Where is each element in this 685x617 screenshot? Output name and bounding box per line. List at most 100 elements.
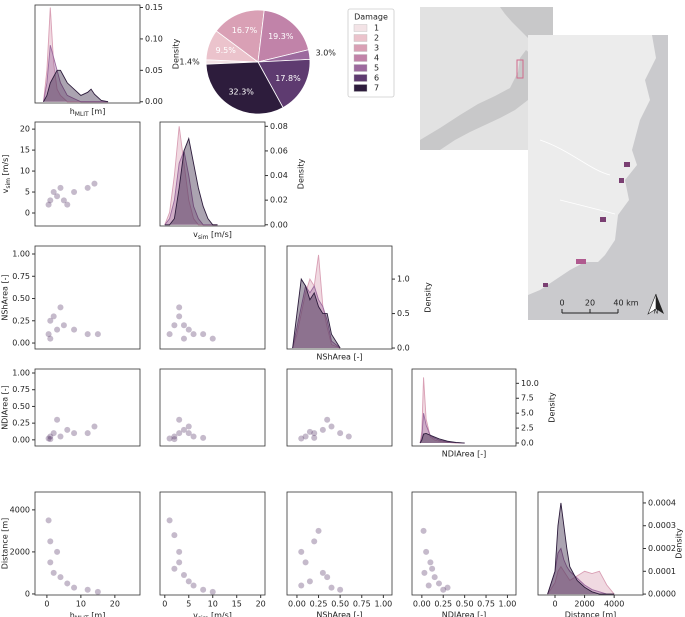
point [171,322,178,329]
y-tick-label: 0.08 [270,122,288,131]
x-tick-label: 0.00 [413,600,431,609]
y-axis-label: Density [675,528,684,559]
point [427,559,434,566]
legend-box [347,8,395,98]
y-tick-label: 0.0002 [648,544,676,553]
y-tick-label: 0.04 [270,171,288,180]
density-area [43,45,109,103]
x-tick-label: 1.00 [499,600,517,609]
point [306,428,313,435]
point [420,527,427,534]
point [176,416,183,423]
plot-area [298,527,344,593]
point [298,435,305,442]
x-tick-label: 0.75 [353,600,371,609]
y-tick-label: 0.00 [145,97,163,106]
x-tick-label: 0.50 [456,600,474,609]
point [84,331,91,338]
north-label: N [654,309,659,316]
x-axis-label: NDIArea [-] [442,450,487,459]
point [45,517,52,524]
point [91,180,98,187]
point [324,574,331,581]
y-axis-label: Density [297,159,306,190]
point [47,436,54,443]
point [431,574,438,581]
point [429,565,436,572]
density-area [164,149,218,226]
x-tick-label: 0 [552,600,557,609]
x-axis-label-part: [m/s] [208,611,231,617]
point [176,313,183,320]
point [176,304,183,311]
legend-swatch [353,34,368,42]
y-tick-label: 0.50 [12,294,30,303]
y-tick-label: 0.50 [12,402,30,411]
density-area [43,69,109,103]
plot-area [45,304,101,342]
x-tick-label: 0 [162,600,167,609]
point [54,416,61,423]
map: 0 20 40 km N [528,35,668,320]
x-axis-label: Distance [m] [565,611,617,617]
point [200,434,207,441]
x-tick-label: 10 [76,600,86,609]
x-tick-label: 0.00 [288,600,306,609]
y-tick-label: 20 [20,125,30,134]
pie-slice [215,9,265,63]
y-tick-label: 1.00 [12,250,30,259]
panel-frame [34,121,141,227]
y-axis-label-part: sim [5,178,12,189]
pie-label: 17.8% [275,74,301,83]
point [315,527,322,534]
x-tick-label: 15 [232,600,242,609]
x-axis-label: vsim [m/s] [193,611,232,617]
panel-frame [159,491,266,596]
x-axis-label-part: [m/s] [208,230,231,239]
x-axis-label: NShArea [-] [316,353,362,362]
plot-area [43,7,109,103]
panel-frame [411,368,517,447]
y-tick-label: 0.0004 [648,498,676,507]
point [166,517,173,524]
y-tick-label: 0.25 [12,316,30,325]
point [185,430,192,437]
point [57,433,64,440]
panel-frame [34,368,141,447]
legend-title: Damage [354,13,388,22]
point [425,582,432,589]
pie-slice [205,61,284,115]
x-axis-label: vsim [m/s] [193,230,232,242]
density-area [547,565,615,595]
map-area [619,178,624,183]
point [180,322,187,329]
point [71,430,78,437]
point [57,574,64,581]
pie-label: 9.5% [216,46,237,55]
point [71,584,78,591]
point [345,433,352,440]
plot-area [45,180,98,208]
plot-area [45,517,101,595]
y-tick-label: 2.5 [521,424,534,433]
x-axis-label-part: v [193,230,198,239]
density-area [292,277,341,349]
point [185,578,192,585]
point [185,326,192,333]
point [50,430,57,437]
y-tick-label: 10.0 [521,379,539,388]
x-tick-label: 20 [110,600,120,609]
point [71,189,78,196]
y-axis-label: Density [172,39,181,70]
x-tick-label: 0.25 [434,600,452,609]
panel-frame [159,121,266,227]
point [54,326,61,333]
y-tick-label: 15 [20,146,30,155]
y-tick-label: 0.0 [397,344,410,353]
point [54,193,61,200]
point [209,588,216,595]
point [171,433,178,440]
point [176,430,183,437]
legend-swatch [353,84,368,92]
point [190,582,197,589]
